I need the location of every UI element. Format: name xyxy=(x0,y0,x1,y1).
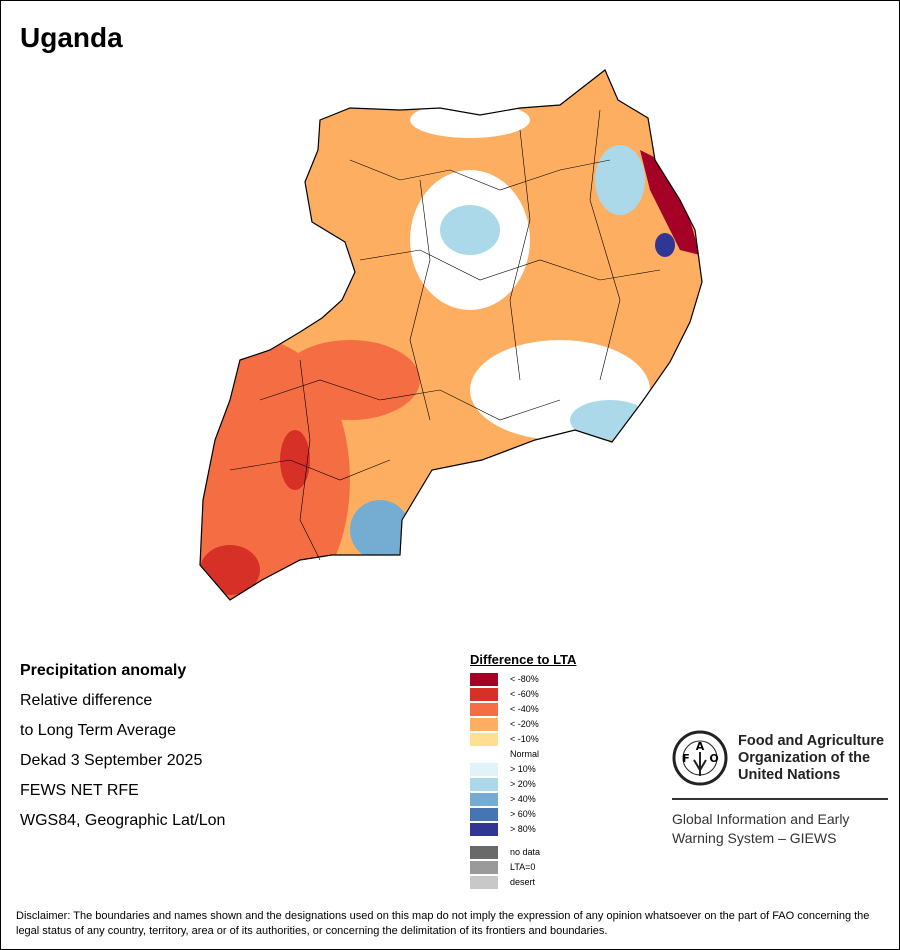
legend-item: Normal xyxy=(470,747,576,762)
legend-swatch xyxy=(470,846,498,859)
legend-label: > 80% xyxy=(510,824,536,834)
legend-item: > 60% xyxy=(470,807,576,822)
legend-item: > 80% xyxy=(470,822,576,837)
anomaly-area-wet-north xyxy=(440,205,500,255)
legend-item: desert xyxy=(470,875,576,890)
anomaly-area-extreme-dry xyxy=(640,150,700,255)
info-projection: WGS84, Geographic Lat/Lon xyxy=(20,812,226,829)
legend-label: < -40% xyxy=(510,704,539,714)
legend-swatch xyxy=(470,763,498,776)
legend-item: < -10% xyxy=(470,732,576,747)
legend-item: LTA=0 xyxy=(470,860,576,875)
logo-divider xyxy=(672,798,888,800)
anomaly-area-normal-nw xyxy=(410,102,530,138)
legend-label: > 60% xyxy=(510,809,536,819)
legend-label: < -20% xyxy=(510,719,539,729)
legend-label: no data xyxy=(510,847,541,857)
legend-label: > 20% xyxy=(510,779,536,789)
legend-item: < -40% xyxy=(470,702,576,717)
fao-emblem-icon: A F O xyxy=(672,730,728,786)
legend-swatch xyxy=(470,808,498,821)
info-line1: Relative difference xyxy=(20,692,153,709)
giews-line2: Warning System – GIEWS xyxy=(672,830,837,846)
fao-name-line2: Organization of the xyxy=(738,749,871,766)
country-border xyxy=(199,69,703,601)
legend-item: > 20% xyxy=(470,777,576,792)
legend-item: < -80% xyxy=(470,672,576,687)
svg-text:A: A xyxy=(696,740,705,753)
legend-swatch xyxy=(470,673,498,686)
info-source: FEWS NET RFE xyxy=(20,782,139,799)
legend: Difference to LTA < -80% < -60% < -40% < -2… xyxy=(470,652,576,890)
legend-label: desert xyxy=(510,877,536,887)
info-heading: Precipitation anomaly xyxy=(20,662,187,679)
legend-item: > 40% xyxy=(470,792,576,807)
legend-label: < -60% xyxy=(510,689,539,699)
fao-logo: A F O Food and Agriculture Organization … xyxy=(672,730,888,848)
anomaly-area-wet-south xyxy=(350,500,410,560)
fao-name-line3: United Nations xyxy=(738,766,841,783)
legend-swatch xyxy=(470,876,498,889)
fao-name-line1: Food and Agriculture xyxy=(738,732,885,749)
legend-swatch xyxy=(470,703,498,716)
legend-label: > 40% xyxy=(510,794,536,804)
legend-label: LTA=0 xyxy=(510,862,536,872)
legend-swatch xyxy=(470,733,498,746)
svg-text:F: F xyxy=(682,752,690,765)
info-line2: to Long Term Average xyxy=(20,722,176,739)
legend-item: < -60% xyxy=(470,687,576,702)
anomaly-area-wet-east xyxy=(570,400,650,440)
anomaly-area-rwenzori xyxy=(280,430,310,490)
legend-swatch xyxy=(470,861,498,874)
info-period: Dekad 3 September 2025 xyxy=(20,752,203,769)
legend-swatch xyxy=(470,778,498,791)
giews-line1: Global Information and Early xyxy=(672,811,850,827)
legend-swatch xyxy=(470,688,498,701)
legend-label: < -10% xyxy=(510,734,539,744)
uganda-anomaly-map xyxy=(199,69,703,601)
disclaimer: Disclaimer: The boundaries and names sho… xyxy=(16,910,870,937)
svg-text:O: O xyxy=(709,752,718,765)
legend-title: Difference to LTA xyxy=(470,652,577,667)
legend-item: no data xyxy=(470,845,576,860)
legend-swatch xyxy=(470,718,498,731)
anomaly-area-very-wet xyxy=(655,233,675,257)
anomaly-area-wet-karamoja xyxy=(595,145,645,215)
legend-swatch xyxy=(470,793,498,806)
map-info: Precipitation anomaly Relative differenc… xyxy=(20,656,225,836)
legend-item: > 10% xyxy=(470,762,576,777)
legend-item: < -20% xyxy=(470,717,576,732)
legend-label: > 10% xyxy=(510,764,536,774)
district-boundaries xyxy=(229,109,661,561)
legend-swatch xyxy=(470,748,498,761)
anomaly-area-central-west xyxy=(280,340,420,420)
legend-label: Normal xyxy=(510,749,540,759)
legend-swatch xyxy=(470,823,498,836)
legend-label: < -80% xyxy=(510,674,539,684)
map-title: Uganda xyxy=(20,22,123,53)
